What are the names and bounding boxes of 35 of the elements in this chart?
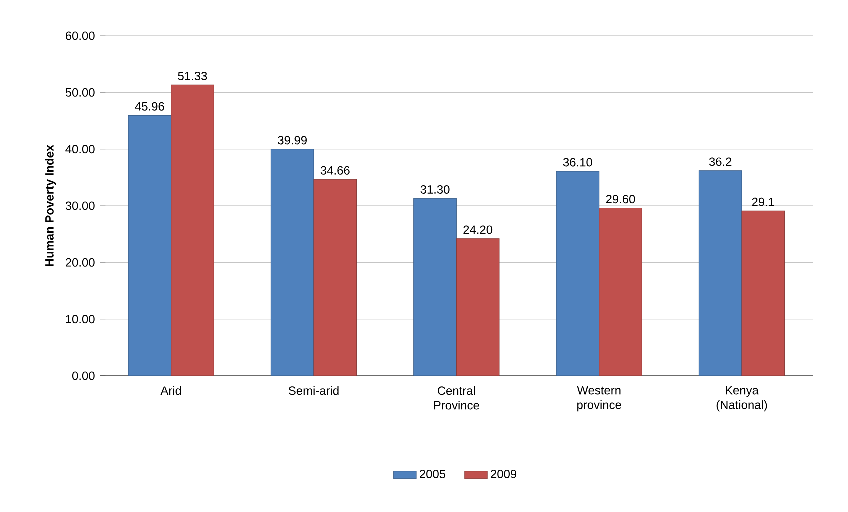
- y-tick-label: 50.00: [66, 88, 95, 97]
- data-label: 36.2: [709, 158, 732, 166]
- data-label: 31.30: [420, 185, 450, 194]
- x-tick-label: Semi-arid: [288, 386, 339, 396]
- legend-label: 2005: [420, 470, 446, 478]
- data-label: 29.1: [752, 198, 774, 206]
- y-tick-label: 0.00: [72, 372, 95, 380]
- data-label: 36.10: [563, 158, 592, 167]
- bar: [698, 170, 742, 376]
- y-tick-label: 20.00: [66, 258, 95, 267]
- bar: [314, 179, 358, 376]
- x-tick-label: Kenya (National): [716, 386, 768, 412]
- bar: [456, 238, 500, 376]
- data-label: 51.33: [178, 72, 208, 80]
- data-label: 45.96: [135, 102, 164, 111]
- legend-label: 2009: [491, 470, 517, 478]
- bar: [128, 115, 172, 376]
- data-label: 29.60: [606, 195, 636, 204]
- bar: [171, 84, 214, 376]
- y-tick-label: 10.00: [66, 315, 95, 324]
- bar: [414, 198, 457, 376]
- x-tick-label: Arid: [160, 386, 182, 396]
- bar: [742, 210, 786, 376]
- y-tick-label: 60.00: [66, 32, 95, 40]
- data-label: 24.20: [464, 226, 493, 234]
- x-tick-label: Central Province: [434, 386, 480, 410]
- bar: [270, 149, 314, 376]
- bar: [599, 208, 642, 376]
- x-tick-label: Western province: [577, 386, 622, 412]
- y-axis-title: Human Poverty Index: [45, 144, 56, 266]
- data-label: 39.99: [278, 136, 307, 145]
- y-tick-label: 40.00: [66, 145, 95, 154]
- y-tick-label: 30.00: [66, 202, 95, 210]
- data-label: 34.66: [320, 166, 350, 175]
- bar: [556, 171, 600, 376]
